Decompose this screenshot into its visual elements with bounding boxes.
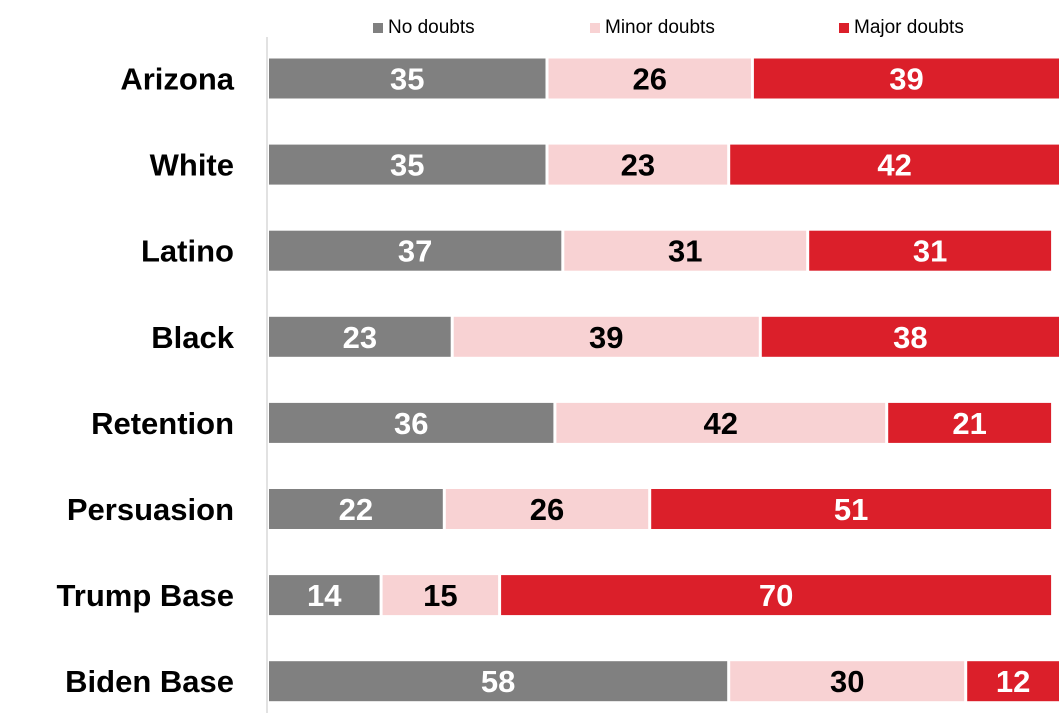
bar-retention-no-doubts [269,402,554,443]
data-label-trump-base-major-doubts: 70 [759,578,793,613]
data-label-black-minor-doubts: 39 [589,320,623,355]
bar-black-minor-doubts [453,316,759,357]
category-label-arizona: Arizona [120,62,234,97]
category-label-biden-base: Biden Base [65,664,234,699]
category-label-white: White [150,148,234,183]
bar-biden-base-minor-doubts [730,661,965,702]
data-label-white-no-doubts: 35 [390,148,424,183]
data-label-latino-no-doubts: 37 [398,234,432,269]
data-label-persuasion-no-doubts: 22 [339,492,373,527]
bar-black-major-doubts [761,316,1059,357]
data-label-biden-base-minor-doubts: 30 [830,664,864,699]
category-label-latino: Latino [141,234,234,269]
data-label-white-minor-doubts: 23 [621,148,655,183]
bar-biden-base-major-doubts [967,661,1059,702]
bar-trump-base-major-doubts [501,575,1052,616]
bar-white-minor-doubts [548,144,728,185]
data-label-latino-major-doubts: 31 [913,234,947,269]
data-label-biden-base-no-doubts: 58 [481,664,515,699]
bar-latino-minor-doubts [564,230,807,271]
data-label-arizona-no-doubts: 35 [390,62,424,97]
legend: No doubts Minor doubts Major doubts [0,16,1063,40]
data-label-black-major-doubts: 38 [893,320,927,355]
data-label-biden-base-major-doubts: 12 [996,664,1030,699]
legend-swatch-minor-doubts [590,23,600,33]
data-label-latino-minor-doubts: 31 [668,234,702,269]
bar-arizona-minor-doubts [548,58,751,99]
category-label-black: Black [151,320,234,355]
data-label-persuasion-major-doubts: 51 [834,492,868,527]
legend-item-major-doubts: Major doubts [839,16,964,40]
bar-latino-no-doubts [269,230,562,271]
data-label-arizona-minor-doubts: 26 [632,62,666,97]
bar-arizona-major-doubts [753,58,1059,99]
legend-label-no-doubts: No doubts [388,17,475,38]
bar-biden-base-no-doubts [269,661,728,702]
category-label-persuasion: Persuasion [67,492,234,527]
data-label-retention-major-doubts: 21 [952,406,986,441]
legend-label-major-doubts: Major doubts [854,17,964,38]
bar-retention-major-doubts [888,402,1052,443]
legend-label-minor-doubts: Minor doubts [605,17,715,38]
category-label-retention: Retention [91,406,234,441]
data-label-white-major-doubts: 42 [877,148,911,183]
legend-swatch-no-doubts [373,23,383,33]
bar-trump-base-no-doubts [269,575,380,616]
bar-retention-minor-doubts [556,402,886,443]
data-label-arizona-major-doubts: 39 [889,62,923,97]
bar-latino-major-doubts [809,230,1052,271]
data-label-trump-base-no-doubts: 14 [307,578,342,613]
category-label-trump-base: Trump Base [57,578,234,613]
bar-persuasion-minor-doubts [445,489,649,529]
legend-swatch-major-doubts [839,23,849,33]
bar-persuasion-no-doubts [269,489,443,529]
data-label-retention-no-doubts: 36 [394,406,428,441]
bar-white-no-doubts [269,144,546,185]
data-label-retention-minor-doubts: 42 [704,406,738,441]
data-label-trump-base-minor-doubts: 15 [423,578,457,613]
legend-item-minor-doubts: Minor doubts [590,16,715,40]
bar-black-no-doubts [269,316,451,357]
bar-arizona-no-doubts [269,58,546,99]
bar-persuasion-major-doubts [651,489,1052,529]
bar-trump-base-minor-doubts [382,575,499,616]
bar-white-major-doubts [730,144,1059,185]
data-label-persuasion-minor-doubts: 26 [530,492,564,527]
data-label-black-no-doubts: 23 [343,320,377,355]
legend-item-no-doubts: No doubts [373,16,475,40]
